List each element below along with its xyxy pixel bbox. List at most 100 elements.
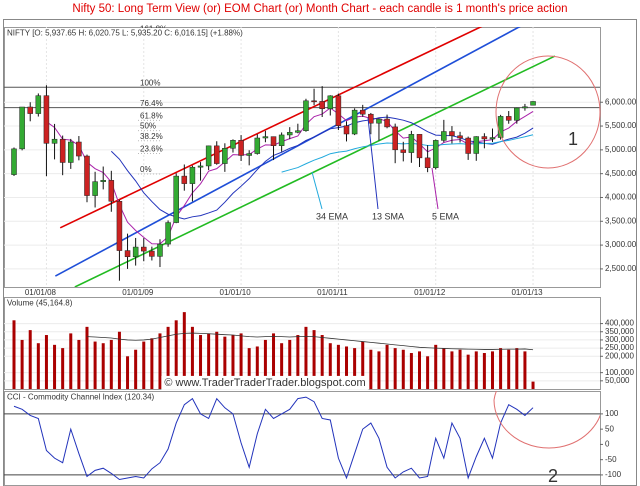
candle-body bbox=[343, 125, 350, 135]
candle-body bbox=[197, 165, 204, 168]
y-tick-label: 3,500.00 bbox=[605, 216, 637, 225]
panel-header: CCI - Commodity Channel Index (120.34) bbox=[7, 393, 155, 402]
plot-layer: 2,500.00 3,000.00 3,500.00 4,000.00 4,500.00… bbox=[4, 25, 637, 486]
y-tick-label: 2,500.00 bbox=[605, 264, 637, 273]
y-tick-label: 300,000 bbox=[605, 335, 634, 344]
volume-bar bbox=[458, 349, 462, 389]
volume-bar bbox=[223, 336, 227, 389]
candle-body bbox=[189, 166, 196, 184]
candle-body bbox=[205, 145, 212, 167]
candle-body bbox=[376, 118, 382, 124]
volume-bar bbox=[61, 348, 65, 389]
volume-bar bbox=[199, 335, 203, 389]
volume-bar bbox=[490, 351, 494, 389]
volume-bar bbox=[466, 354, 470, 389]
candle-body bbox=[100, 180, 106, 182]
volume-bar bbox=[215, 331, 219, 389]
candle-body bbox=[165, 222, 171, 245]
y-tick-label: 4,500.00 bbox=[605, 169, 637, 178]
channel-line bbox=[59, 27, 483, 229]
volume-bar bbox=[150, 338, 154, 389]
y-tick-label: 6,000.00 bbox=[605, 97, 637, 106]
volume-bar bbox=[231, 335, 235, 389]
volume-bar bbox=[385, 344, 389, 389]
volume-bar bbox=[36, 343, 40, 389]
candle-body bbox=[481, 136, 488, 140]
candle-body bbox=[141, 246, 147, 252]
candle-body bbox=[522, 106, 528, 109]
candle-body bbox=[303, 100, 309, 131]
volume-bar bbox=[134, 349, 138, 389]
y-tick-label: 350,000 bbox=[605, 327, 634, 336]
volume-bar bbox=[499, 348, 503, 389]
panel-header: NIFTY [O: 5,937.65 H: 6,020.75 L: 5,935.… bbox=[7, 29, 243, 38]
volume-bar bbox=[101, 343, 105, 389]
moving-average bbox=[110, 116, 534, 220]
panel-header: Volume (45,164.8) bbox=[7, 299, 73, 308]
candle-body bbox=[432, 140, 439, 169]
volume-bar bbox=[182, 312, 186, 389]
candle-body bbox=[11, 148, 17, 175]
x-tick-label: 01/01/08 bbox=[25, 288, 57, 297]
x-tick-label: 01/01/11 bbox=[317, 288, 348, 297]
candle-body bbox=[489, 137, 496, 140]
candle-body bbox=[465, 137, 471, 154]
volume-bar bbox=[531, 381, 535, 389]
volume-bar bbox=[247, 348, 251, 389]
volume-bar bbox=[44, 335, 48, 389]
candle-body bbox=[335, 95, 342, 127]
volume-bar bbox=[515, 348, 519, 389]
volume-bar bbox=[401, 349, 405, 389]
volume-bar bbox=[288, 339, 292, 389]
y-tick-label: 200,000 bbox=[605, 351, 634, 360]
fib-label: 76.4% bbox=[140, 99, 163, 108]
candle-body bbox=[254, 137, 261, 154]
page-title: Nifty 50: Long Term View (or) EOM Chart … bbox=[72, 3, 567, 15]
volume-bar bbox=[158, 333, 162, 389]
candle-body bbox=[181, 175, 188, 184]
fib-label: 23.6% bbox=[140, 145, 163, 154]
volume-bar bbox=[434, 344, 438, 389]
x-tick-label: 01/01/09 bbox=[122, 288, 154, 297]
ma-label: 34 EMA bbox=[316, 211, 348, 221]
volume-bar bbox=[328, 343, 332, 389]
candle-body bbox=[59, 138, 66, 163]
volume-bar bbox=[272, 333, 276, 389]
x-tick-label: 01/01/10 bbox=[220, 288, 252, 297]
candle-body bbox=[43, 95, 50, 144]
pointer bbox=[367, 117, 379, 210]
candle-body bbox=[19, 106, 25, 150]
volume-bar bbox=[12, 320, 16, 389]
pointer bbox=[311, 171, 323, 210]
volume-bar bbox=[418, 351, 421, 389]
candle-body bbox=[449, 131, 455, 137]
volume-bar bbox=[345, 346, 349, 389]
y-tick-label: 50 bbox=[605, 424, 614, 433]
candle-body bbox=[416, 134, 423, 159]
volume-bar bbox=[117, 331, 121, 389]
y-tick-label: 5,000.00 bbox=[605, 145, 637, 154]
candle-body bbox=[400, 149, 407, 153]
highlight-circle bbox=[493, 391, 600, 449]
fib-label: 0% bbox=[140, 165, 152, 174]
candle-body bbox=[473, 136, 480, 154]
candle-body bbox=[262, 136, 269, 139]
candle-body bbox=[530, 101, 536, 106]
volume-bar bbox=[280, 343, 284, 389]
candle-body bbox=[230, 140, 236, 149]
candle-body bbox=[238, 140, 244, 156]
x-tick-label: 01/01/12 bbox=[414, 288, 446, 297]
candle-body bbox=[27, 106, 33, 114]
fib-label: 61.8% bbox=[140, 111, 163, 120]
y-tick-label: 100 bbox=[605, 409, 619, 418]
channel-line bbox=[54, 27, 521, 277]
candle-body bbox=[392, 126, 398, 151]
volume-bar bbox=[482, 353, 486, 389]
candle-body bbox=[132, 246, 139, 258]
candle-body bbox=[295, 130, 301, 133]
candle-body bbox=[92, 181, 98, 196]
candle-body bbox=[214, 145, 220, 164]
overlay bbox=[311, 55, 601, 449]
candle-body bbox=[286, 132, 293, 136]
